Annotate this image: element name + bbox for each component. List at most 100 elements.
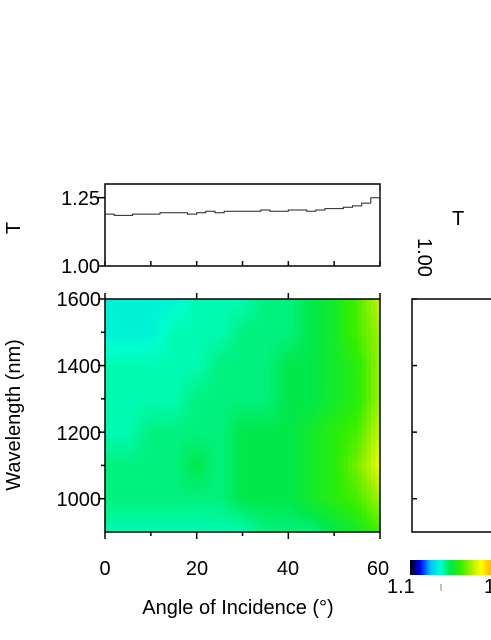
heatmap-cell xyxy=(270,498,276,503)
heatmap-cell xyxy=(347,528,354,532)
heatmap-cell xyxy=(210,465,216,470)
heatmap-cell xyxy=(302,468,308,473)
heatmap-cell xyxy=(196,492,202,496)
heatmap-cell xyxy=(357,368,363,373)
heatmap-cell xyxy=(306,425,312,430)
heatmap-cell xyxy=(306,302,312,307)
heatmap-cell xyxy=(109,402,115,407)
heatmap-cell xyxy=(127,455,134,460)
heatmap-cell xyxy=(297,388,303,393)
heatmap-cell xyxy=(137,458,143,463)
heatmap-cell xyxy=(247,528,253,532)
heatmap-cell xyxy=(137,352,143,357)
heatmap-cell xyxy=(160,435,166,440)
heatmap-cell xyxy=(260,462,267,467)
heatmap-cell xyxy=(251,332,257,337)
heatmap-cell xyxy=(265,375,271,380)
heatmap-cell xyxy=(109,498,115,503)
heatmap-cell xyxy=(114,435,120,440)
heatmap-cell xyxy=(283,512,289,516)
heatmap-cell xyxy=(169,478,175,483)
heatmap-cell xyxy=(173,365,179,370)
heatmap-cell xyxy=(123,452,129,457)
heatmap-cell xyxy=(118,388,124,393)
heatmap-cell xyxy=(224,522,230,526)
heatmap-cell xyxy=(118,358,124,363)
heatmap-cell xyxy=(164,378,170,383)
heatmap-cell xyxy=(265,428,271,433)
heatmap-cell xyxy=(352,435,358,440)
heatmap-cell xyxy=(205,462,212,467)
heatmap-cell xyxy=(256,388,262,393)
heatmap-cell xyxy=(366,392,372,397)
heatmap-cell xyxy=(256,395,262,400)
heatmap-cell xyxy=(357,335,363,340)
heatmap-cell xyxy=(366,355,372,360)
heatmap-cell xyxy=(325,355,331,360)
heatmap-cell xyxy=(288,455,294,460)
heatmap-cell xyxy=(201,512,207,516)
heatmap-cell xyxy=(132,305,138,310)
heatmap-cell xyxy=(274,342,280,347)
heatmap-cell xyxy=(114,518,120,523)
heatmap-cell xyxy=(302,345,308,350)
heatmap-cell xyxy=(114,318,120,323)
heatmap-cell xyxy=(150,385,157,390)
heatmap-cell xyxy=(215,342,221,347)
heatmap-cell xyxy=(270,299,276,303)
heatmap-cell xyxy=(292,428,299,433)
heatmap-cell xyxy=(187,405,193,410)
heatmap-cell xyxy=(274,498,280,503)
heatmap-cell xyxy=(306,318,312,323)
heatmap-cell xyxy=(215,428,221,433)
heatmap-cell xyxy=(228,332,234,337)
heatmap-cell xyxy=(265,345,271,350)
heatmap-cell xyxy=(160,508,166,513)
heatmap-cell xyxy=(164,522,170,526)
heatmap-cell xyxy=(357,465,363,470)
heatmap-cell xyxy=(375,348,380,353)
heatmap-cell xyxy=(127,375,134,380)
heatmap-cell xyxy=(370,492,377,496)
heatmap-cell xyxy=(320,395,326,400)
heatmap-cell xyxy=(260,342,267,347)
heatmap-cell xyxy=(219,485,225,490)
heatmap-cell xyxy=(224,308,230,313)
heatmap-cell xyxy=(370,485,377,490)
heatmap-cell xyxy=(338,518,344,523)
heatmap-cell xyxy=(279,508,285,513)
heatmap-cell xyxy=(173,512,179,516)
heatmap-cell xyxy=(169,462,175,467)
heatmap-cell xyxy=(150,405,157,410)
heatmap-cell xyxy=(150,382,157,387)
heatmap-cell xyxy=(201,375,207,380)
heatmap-cell xyxy=(233,455,239,460)
heatmap-cell xyxy=(329,355,335,360)
heatmap-cell xyxy=(192,395,198,400)
heatmap-cell xyxy=(242,462,248,467)
heatmap-cell xyxy=(228,299,234,303)
heatmap-cell xyxy=(182,518,189,523)
heatmap-cell xyxy=(127,345,134,350)
heatmap-cell xyxy=(215,338,221,343)
heatmap-cell xyxy=(155,515,161,520)
heatmap-cell xyxy=(279,472,285,477)
heatmap-cell xyxy=(237,328,244,333)
heatmap-cell xyxy=(302,388,308,393)
heatmap-cell xyxy=(302,472,308,477)
heatmap-cell xyxy=(228,502,234,506)
heatmap-cell xyxy=(265,508,271,513)
heatmap-cell xyxy=(105,372,111,377)
heatmap-cell xyxy=(127,432,134,437)
heatmap-cell xyxy=(357,478,363,483)
heatmap-cell xyxy=(224,412,230,417)
heatmap-cell xyxy=(118,392,124,397)
heatmap-cell xyxy=(302,398,308,403)
heatmap-cell xyxy=(215,495,221,500)
heatmap-cell xyxy=(205,342,212,347)
heatmap-cell xyxy=(160,452,166,457)
heatmap-cell xyxy=(196,455,202,460)
heatmap-cell xyxy=(283,502,289,506)
heatmap-cell xyxy=(320,322,326,327)
heatmap-cell xyxy=(196,478,202,483)
